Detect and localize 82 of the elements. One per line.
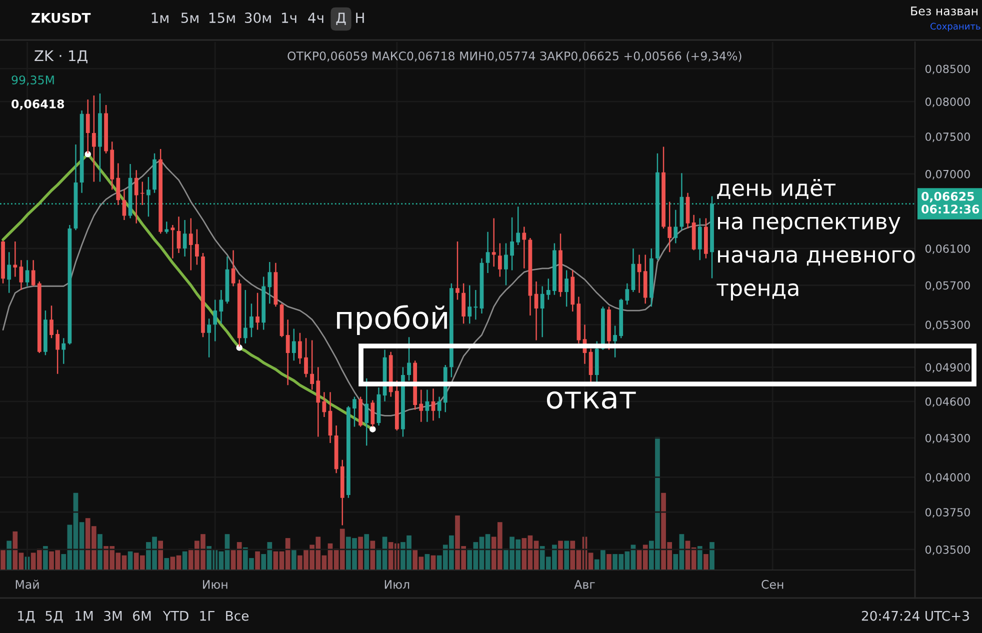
bar bbox=[182, 551, 188, 570]
candlestick bbox=[182, 220, 187, 257]
y-tick-label: 0,06100 bbox=[925, 244, 970, 254]
bar bbox=[164, 558, 170, 570]
text: 3М bbox=[104, 610, 122, 621]
y-tick-label: 0,03750 bbox=[925, 508, 970, 518]
bar bbox=[43, 546, 48, 570]
candlestick bbox=[534, 281, 538, 340]
bar bbox=[291, 550, 296, 570]
candlestick bbox=[13, 241, 18, 277]
y-tick-label: 0,05700 bbox=[925, 281, 970, 291]
bar bbox=[158, 540, 164, 570]
bar bbox=[424, 554, 430, 570]
text: 5м bbox=[181, 12, 198, 24]
text: YTD bbox=[162, 611, 188, 621]
candlestick bbox=[637, 254, 642, 293]
line-series bbox=[2, 159, 713, 416]
y-tick-label: 0,08000 bbox=[925, 98, 970, 108]
bar bbox=[704, 554, 708, 570]
ref-line-label: 0,06625 06:12:36 bbox=[922, 192, 980, 214]
point bbox=[370, 426, 376, 432]
y-tick-label: 0,04000 bbox=[925, 473, 970, 483]
bar bbox=[710, 542, 714, 570]
bar bbox=[255, 551, 260, 570]
y-tick-label: 0,04600 bbox=[925, 397, 970, 407]
x-tick-label: Июл bbox=[384, 580, 410, 589]
bar bbox=[370, 540, 376, 570]
text: 1М bbox=[76, 611, 93, 621]
candlestick bbox=[474, 290, 478, 320]
y-tick-label: 0,07000 bbox=[925, 170, 970, 180]
y-tick-label: 0,03500 bbox=[925, 545, 970, 556]
text: Д bbox=[336, 12, 346, 26]
text: ZKUSDT bbox=[32, 12, 91, 23]
candlestick bbox=[134, 170, 138, 224]
bar bbox=[0, 550, 6, 570]
annotation: день идёт на перспективу начала дневного тренда bbox=[716, 179, 915, 300]
candlestick bbox=[286, 320, 290, 386]
x-tick-label: Сен bbox=[762, 580, 784, 589]
candlestick bbox=[219, 290, 224, 324]
text: 1Д bbox=[18, 611, 35, 623]
text: 1Г bbox=[200, 611, 214, 621]
bar bbox=[128, 551, 133, 570]
text: Без назван bbox=[911, 6, 978, 16]
text: 30м bbox=[244, 12, 271, 24]
annotation: откат bbox=[546, 391, 636, 409]
y-tick-label: 0,04900 bbox=[925, 363, 970, 373]
x-tick-label: Май bbox=[16, 580, 39, 589]
y-tick-label: 0,08500 bbox=[925, 64, 970, 74]
text: 6М bbox=[133, 610, 151, 621]
y-tick-label: 0,07500 bbox=[925, 132, 970, 142]
y-tick-label: 0,04300 bbox=[925, 434, 970, 444]
bar bbox=[606, 554, 612, 570]
candlestick bbox=[170, 225, 175, 258]
annotation: 99,35M bbox=[12, 75, 54, 86]
text: ZK · 1Д bbox=[34, 50, 88, 64]
candlestick bbox=[268, 262, 272, 304]
x-tick-label: Июн bbox=[203, 580, 228, 589]
bar bbox=[697, 546, 702, 570]
candlestick bbox=[522, 226, 526, 268]
y-tick-label: 0,05300 bbox=[925, 320, 970, 330]
text: Н bbox=[356, 12, 364, 23]
bar bbox=[98, 534, 102, 570]
text: ОТКР0,06059 МАКС0,06718 МИН0,05774 ЗАКР0,06625 +0,00566 (+9,34%) bbox=[288, 51, 742, 62]
candlestick bbox=[674, 210, 678, 244]
bar bbox=[364, 534, 370, 570]
candlestick bbox=[486, 232, 490, 274]
bar bbox=[6, 540, 12, 570]
text: 20:47:24 UTC+3 bbox=[862, 610, 969, 621]
text: 15м bbox=[209, 12, 235, 24]
candlestick bbox=[540, 286, 544, 338]
text: 1ч bbox=[282, 12, 296, 23]
text: Сохранить bbox=[930, 22, 980, 32]
bar bbox=[358, 536, 363, 570]
bar bbox=[558, 540, 563, 570]
annotation: 0,06418 bbox=[12, 99, 64, 110]
bar bbox=[564, 540, 569, 570]
x-tick-label: Авг bbox=[574, 580, 595, 589]
text: 1м bbox=[152, 12, 168, 23]
text: 5Д bbox=[46, 611, 63, 623]
annotation: пробой bbox=[337, 304, 447, 336]
text: 4ч bbox=[308, 12, 324, 23]
text: Все bbox=[226, 611, 249, 621]
